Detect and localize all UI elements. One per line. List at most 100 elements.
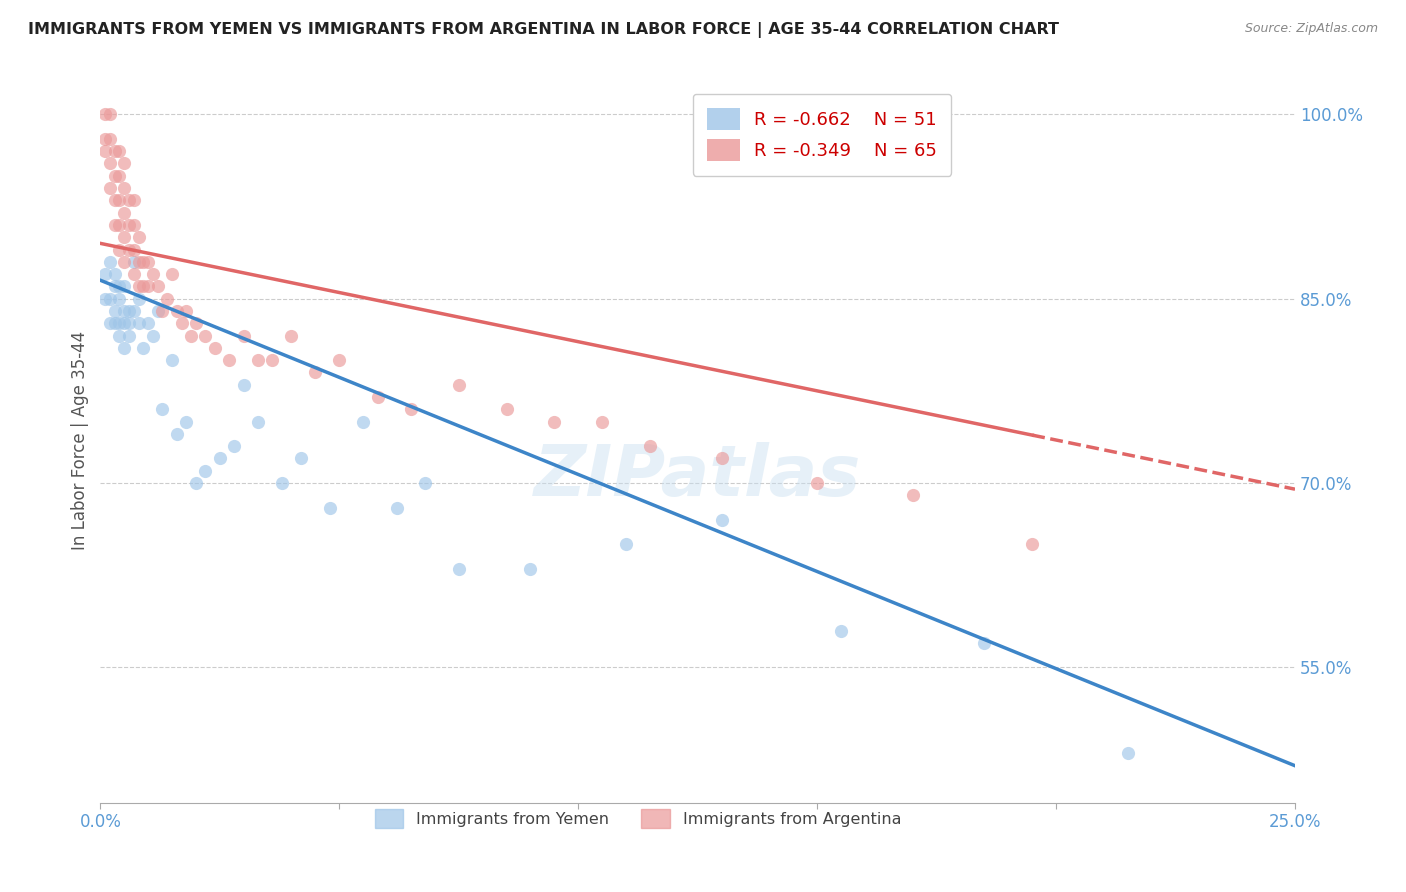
Point	[122, 255, 145, 269]
Point	[118, 304, 141, 318]
Point	[94, 107, 117, 121]
Point	[104, 304, 127, 318]
Point	[104, 267, 127, 281]
Point	[271, 476, 294, 491]
Point	[108, 292, 131, 306]
Point	[132, 279, 155, 293]
Point	[247, 353, 270, 368]
Point	[352, 415, 374, 429]
Point	[142, 328, 165, 343]
Point	[319, 500, 342, 515]
Point	[112, 304, 135, 318]
Point	[122, 304, 145, 318]
Point	[614, 537, 637, 551]
Point	[94, 267, 117, 281]
Point	[108, 194, 131, 208]
Point	[104, 194, 127, 208]
Point	[122, 267, 145, 281]
Point	[112, 316, 135, 330]
Point	[170, 316, 193, 330]
Point	[128, 292, 150, 306]
Point	[112, 255, 135, 269]
Point	[280, 328, 302, 343]
Point	[104, 144, 127, 158]
Text: Source: ZipAtlas.com: Source: ZipAtlas.com	[1244, 22, 1378, 36]
Point	[194, 328, 217, 343]
Point	[591, 415, 613, 429]
Point	[118, 316, 141, 330]
Point	[118, 218, 141, 232]
Point	[176, 304, 198, 318]
Point	[1021, 537, 1043, 551]
Point	[638, 439, 661, 453]
Point	[166, 304, 188, 318]
Point	[128, 316, 150, 330]
Point	[152, 402, 174, 417]
Point	[184, 476, 207, 491]
Point	[304, 366, 326, 380]
Point	[112, 156, 135, 170]
Point	[98, 181, 121, 195]
Point	[108, 243, 131, 257]
Point	[98, 316, 121, 330]
Point	[495, 402, 517, 417]
Point	[122, 194, 145, 208]
Point	[146, 304, 169, 318]
Point	[160, 267, 183, 281]
Point	[385, 500, 408, 515]
Point	[98, 292, 121, 306]
Point	[176, 415, 198, 429]
Point	[98, 107, 121, 121]
Point	[94, 292, 117, 306]
Text: ZIPatlas: ZIPatlas	[534, 442, 862, 511]
Point	[112, 181, 135, 195]
Point	[108, 316, 131, 330]
Point	[156, 292, 179, 306]
Point	[122, 243, 145, 257]
Point	[232, 328, 254, 343]
Point	[710, 513, 733, 527]
Point	[806, 476, 828, 491]
Point	[543, 415, 565, 429]
Point	[194, 464, 217, 478]
Point	[447, 562, 470, 576]
Point	[232, 377, 254, 392]
Point	[413, 476, 436, 491]
Point	[973, 636, 995, 650]
Point	[136, 316, 159, 330]
Point	[160, 353, 183, 368]
Point	[128, 230, 150, 244]
Point	[128, 255, 150, 269]
Point	[152, 304, 174, 318]
Point	[104, 169, 127, 183]
Point	[112, 230, 135, 244]
Point	[447, 377, 470, 392]
Point	[118, 328, 141, 343]
Point	[901, 488, 924, 502]
Point	[166, 426, 188, 441]
Point	[180, 328, 202, 343]
Point	[224, 439, 246, 453]
Point	[830, 624, 852, 638]
Point	[132, 341, 155, 355]
Point	[519, 562, 541, 576]
Point	[112, 341, 135, 355]
Point	[399, 402, 422, 417]
Point	[98, 132, 121, 146]
Text: IMMIGRANTS FROM YEMEN VS IMMIGRANTS FROM ARGENTINA IN LABOR FORCE | AGE 35-44 CO: IMMIGRANTS FROM YEMEN VS IMMIGRANTS FROM…	[28, 22, 1059, 38]
Point	[94, 132, 117, 146]
Point	[108, 328, 131, 343]
Point	[118, 243, 141, 257]
Point	[208, 451, 231, 466]
Point	[367, 390, 389, 404]
Point	[132, 255, 155, 269]
Point	[136, 279, 159, 293]
Point	[1116, 747, 1139, 761]
Point	[710, 451, 733, 466]
Point	[247, 415, 270, 429]
Point	[146, 279, 169, 293]
Y-axis label: In Labor Force | Age 35-44: In Labor Force | Age 35-44	[72, 330, 89, 549]
Point	[128, 279, 150, 293]
Point	[98, 156, 121, 170]
Point	[262, 353, 284, 368]
